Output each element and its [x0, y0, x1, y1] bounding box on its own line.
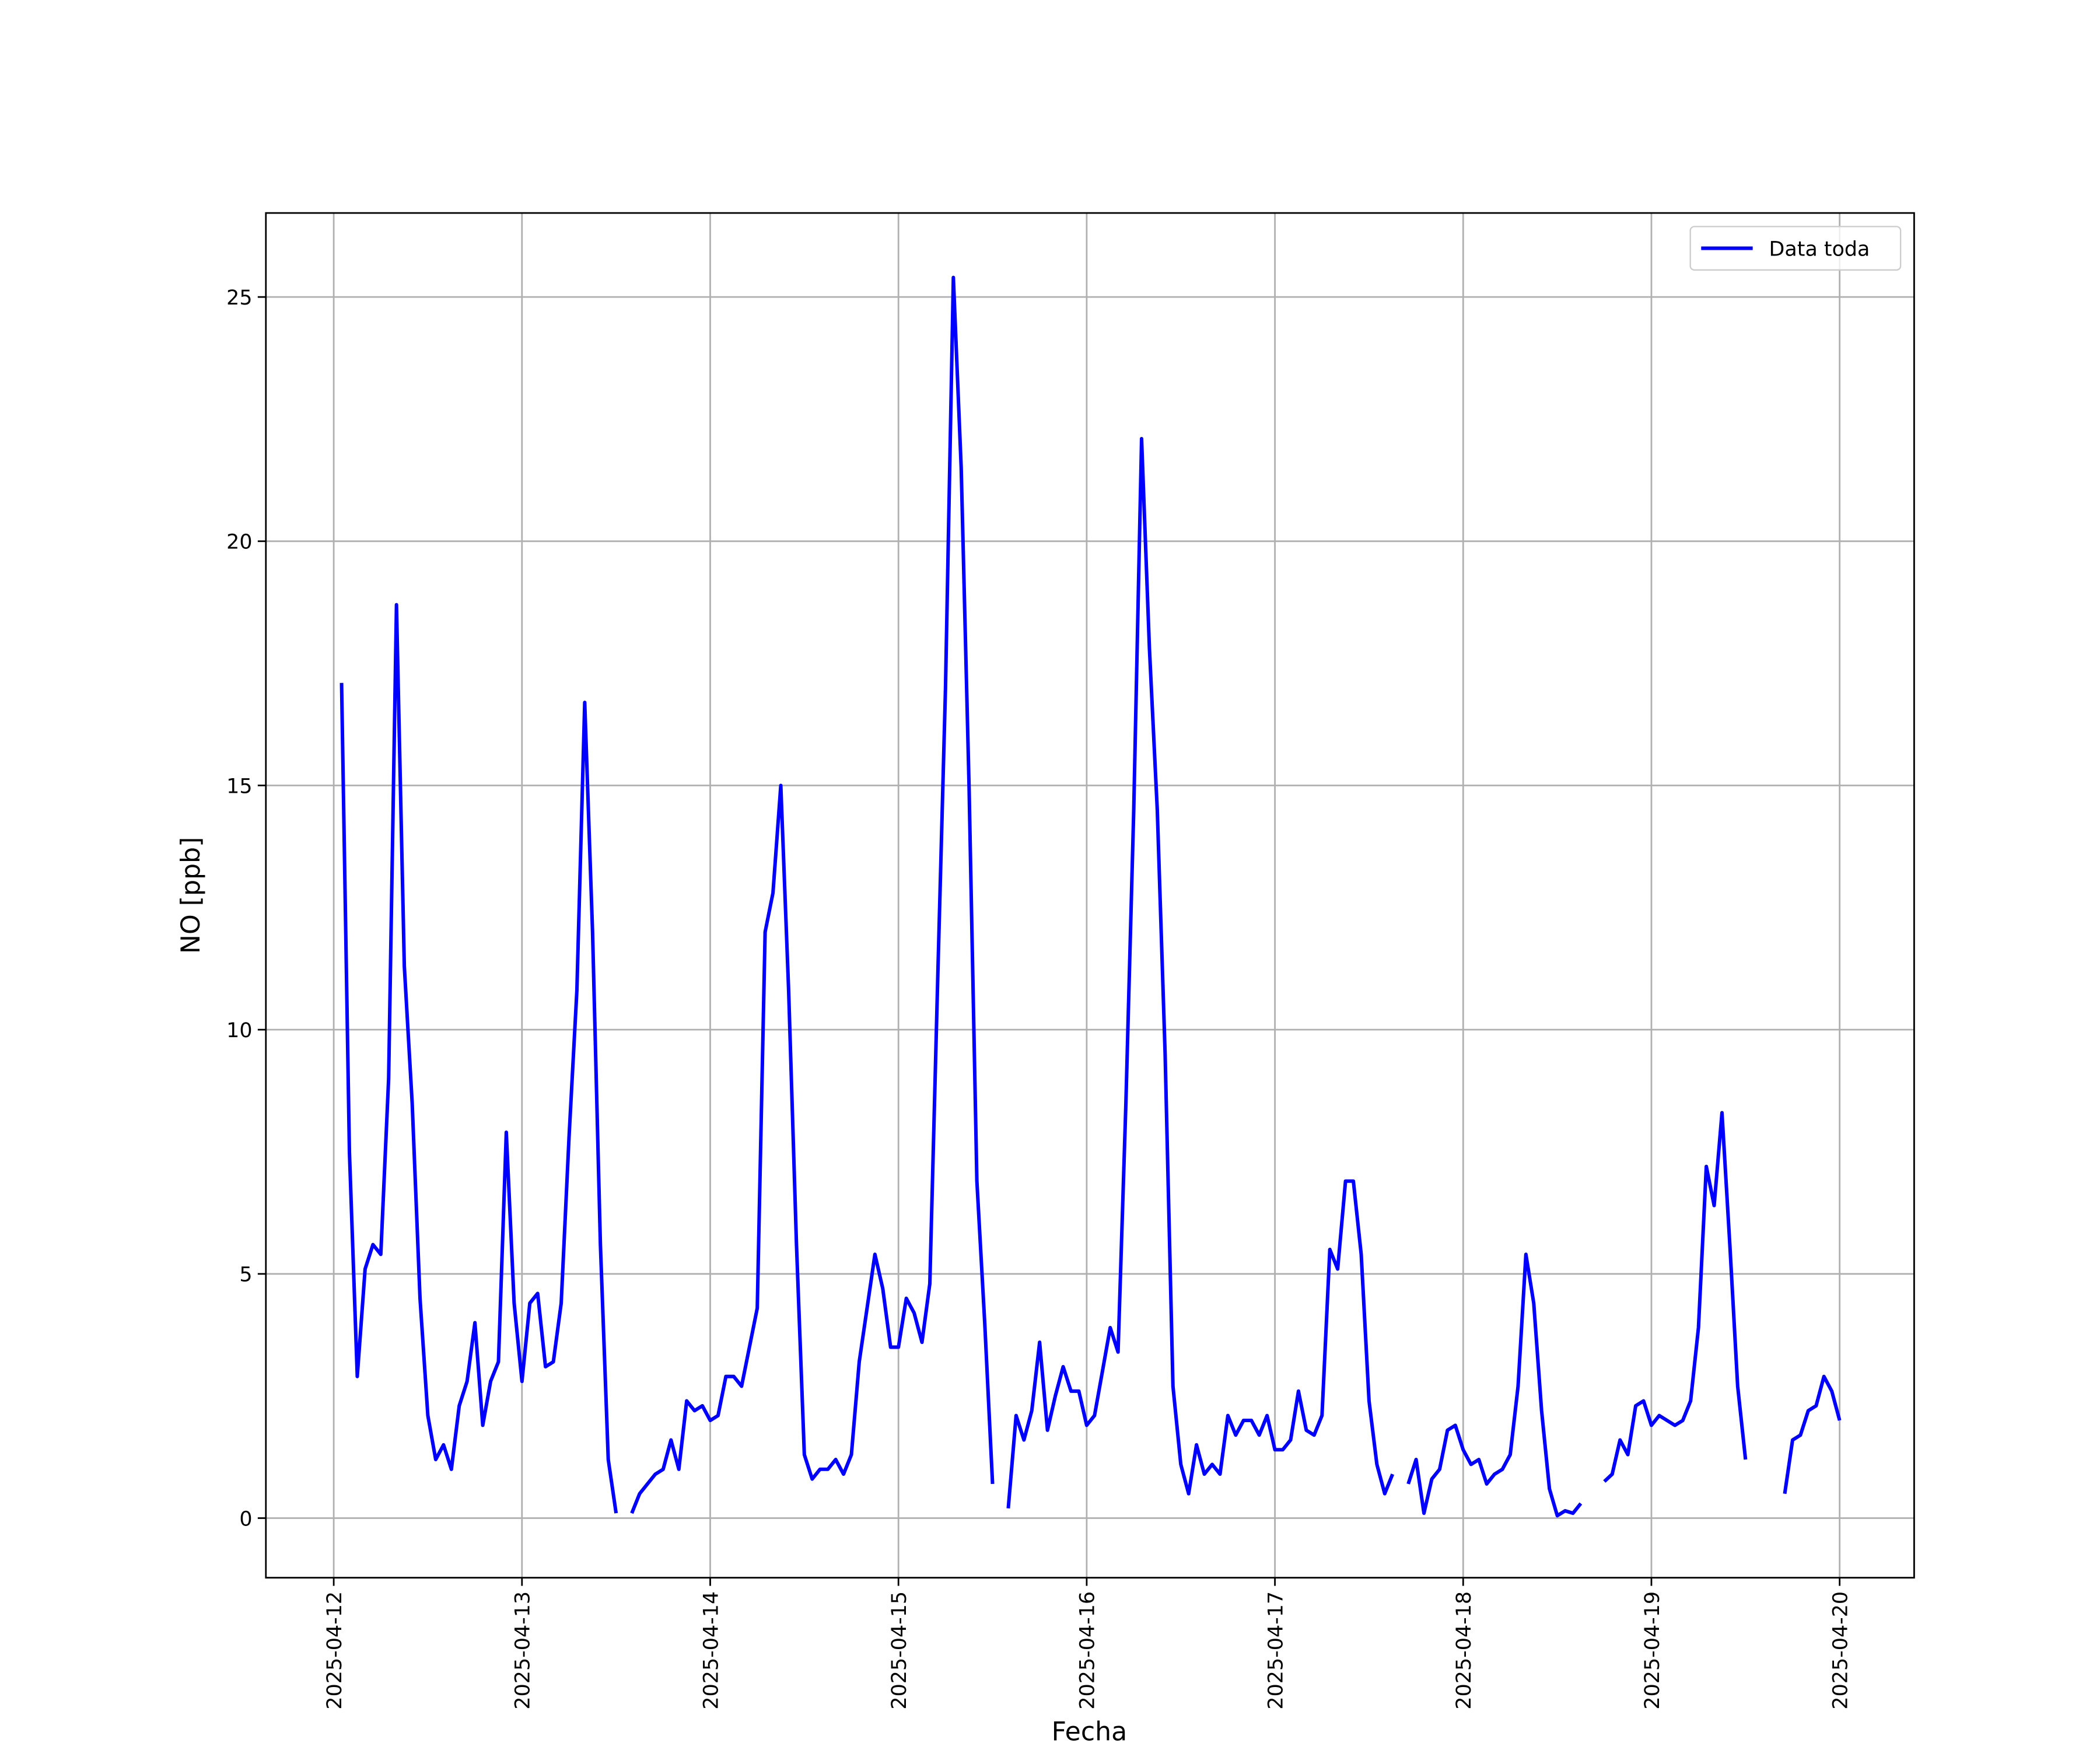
- grid: [265, 213, 1915, 1578]
- x-tick-label: 2025-04-16: [1076, 1591, 1100, 1710]
- x-tick-label: 2025-04-19: [1641, 1591, 1664, 1710]
- x-axis-label: Fecha: [1052, 1717, 1128, 1747]
- axes-frame: [265, 212, 1915, 1579]
- y-tick-label: 0: [239, 1507, 252, 1531]
- data-line: [340, 275, 1842, 1518]
- y-tick-label: 10: [226, 1019, 252, 1042]
- y-tick-label: 20: [226, 531, 252, 554]
- x-tick-label: 2025-04-14: [699, 1591, 723, 1710]
- x-tick-label: 2025-04-20: [1829, 1591, 1852, 1710]
- plot-area: [340, 275, 1842, 1518]
- legend-box: [1689, 226, 1902, 271]
- y-axis-label: NO [ppb]: [176, 837, 206, 954]
- y-tick-label: 5: [239, 1264, 252, 1287]
- y-tick-label: 15: [226, 775, 252, 798]
- x-tick-label: 2025-04-15: [888, 1591, 911, 1710]
- x-tick-label: 2025-04-13: [512, 1591, 535, 1710]
- x-tick-label: 2025-04-18: [1452, 1591, 1476, 1710]
- y-tick-label: 25: [226, 286, 252, 310]
- x-tick-label: 2025-04-17: [1264, 1591, 1287, 1710]
- legend-label: Data toda: [1769, 237, 1870, 261]
- legend: Data toda: [1689, 226, 1902, 271]
- x-tick-label: 2025-04-12: [323, 1591, 346, 1710]
